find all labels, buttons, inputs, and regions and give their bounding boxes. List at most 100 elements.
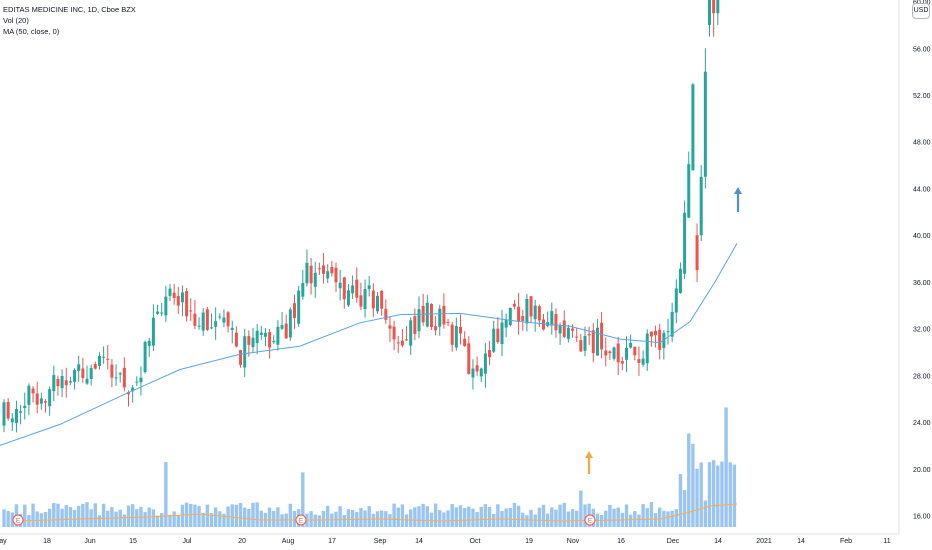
candle-body[interactable] — [27, 385, 31, 405]
volume-bar[interactable] — [238, 502, 243, 527]
volume-bar[interactable] — [143, 512, 147, 527]
volume-bar[interactable] — [126, 505, 131, 527]
volume-bar[interactable] — [172, 511, 176, 527]
candle-body[interactable] — [73, 369, 77, 382]
volume-bar[interactable] — [292, 510, 297, 527]
candle-body[interactable] — [48, 389, 52, 407]
candle-body[interactable] — [81, 368, 85, 378]
candle-body[interactable] — [19, 411, 23, 413]
candle-body[interactable] — [604, 350, 608, 356]
volume-bar[interactable] — [433, 503, 438, 527]
volume-bar[interactable] — [101, 503, 106, 527]
volume-bar[interactable] — [504, 508, 508, 527]
volume-bar[interactable] — [537, 507, 542, 527]
volume-bar[interactable] — [425, 506, 429, 527]
candle-body[interactable] — [201, 312, 205, 331]
volume-bar[interactable] — [209, 513, 214, 527]
volume-bar[interactable] — [645, 508, 649, 527]
candle-body[interactable] — [251, 337, 255, 348]
candle-body[interactable] — [114, 377, 118, 379]
candle-body[interactable] — [488, 349, 492, 358]
candle-body[interactable] — [10, 418, 14, 423]
volume-bar[interactable] — [687, 433, 691, 527]
candle-body[interactable] — [23, 405, 27, 409]
volume-bar[interactable] — [512, 502, 517, 527]
volume-bar[interactable] — [205, 504, 210, 527]
volume-bar[interactable] — [458, 505, 463, 527]
candle-body[interactable] — [172, 292, 176, 298]
candle-body[interactable] — [475, 365, 479, 372]
candle-body[interactable] — [708, 0, 711, 25]
candle-body[interactable] — [529, 296, 533, 317]
candle-body[interactable] — [222, 317, 226, 323]
candle-body[interactable] — [417, 309, 421, 332]
candle-body[interactable] — [147, 340, 151, 346]
candle-body[interactable] — [695, 235, 699, 271]
volume-bar[interactable] — [371, 513, 376, 527]
volume-bar[interactable] — [247, 509, 251, 527]
volume-bar[interactable] — [525, 515, 529, 527]
candle-body[interactable] — [384, 308, 388, 320]
candle-body[interactable] — [135, 381, 139, 383]
volume-bar[interactable] — [89, 509, 93, 527]
volume-bar[interactable] — [213, 507, 218, 527]
candle-body[interactable] — [97, 355, 101, 366]
volume-bar[interactable] — [604, 510, 608, 527]
candle-body[interactable] — [346, 290, 350, 306]
volume-bar[interactable] — [541, 504, 546, 527]
volume-bar[interactable] — [641, 504, 645, 527]
candle-body[interactable] — [654, 330, 658, 336]
volume-bar[interactable] — [396, 507, 400, 527]
candle-body[interactable] — [342, 277, 346, 300]
volume-bar[interactable] — [321, 510, 326, 527]
candle-body[interactable] — [504, 319, 508, 328]
candle-body[interactable] — [122, 367, 126, 388]
volume-bar[interactable] — [404, 514, 409, 527]
candle-body[interactable] — [612, 347, 616, 359]
candle-body[interactable] — [429, 303, 433, 328]
candle-body[interactable] — [587, 334, 591, 336]
candle-body[interactable] — [492, 328, 496, 352]
candle-body[interactable] — [334, 267, 338, 283]
candle-body[interactable] — [106, 358, 110, 360]
candle-body[interactable] — [160, 312, 164, 314]
volume-bar[interactable] — [658, 507, 662, 527]
volume-bar[interactable] — [309, 511, 313, 527]
candle-body[interactable] — [68, 381, 72, 383]
volume-bar[interactable] — [533, 514, 537, 527]
volume-bar[interactable] — [367, 506, 371, 527]
volume-bar[interactable] — [155, 515, 160, 527]
volume-bar[interactable] — [10, 512, 14, 527]
candle-body[interactable] — [625, 347, 628, 360]
candle-body[interactable] — [533, 305, 537, 320]
volume-bar[interactable] — [508, 507, 512, 527]
volume-bar[interactable] — [662, 510, 666, 527]
volume-bar[interactable] — [35, 511, 39, 527]
volume-bar[interactable] — [31, 503, 35, 527]
volume-bar[interactable] — [251, 502, 255, 527]
candle-body[interactable] — [6, 402, 10, 419]
candle-body[interactable] — [280, 325, 284, 329]
earnings-marker[interactable] — [584, 514, 596, 526]
candle-body[interactable] — [446, 322, 450, 324]
candle-body[interactable] — [309, 265, 313, 284]
candle-body[interactable] — [425, 302, 429, 327]
candle-body[interactable] — [214, 321, 218, 327]
volume-bar[interactable] — [417, 506, 421, 527]
candle-body[interactable] — [583, 335, 587, 351]
volume-bar[interactable] — [720, 461, 724, 527]
volume-bar[interactable] — [259, 510, 263, 527]
volume-bar[interactable] — [583, 504, 587, 527]
candle-body[interactable] — [143, 341, 147, 373]
candle-body[interactable] — [666, 331, 670, 333]
candle-body[interactable] — [139, 377, 143, 383]
volume-bar[interactable] — [529, 509, 533, 527]
candle-body[interactable] — [164, 296, 168, 316]
volume-bar[interactable] — [97, 515, 102, 527]
candle-body[interactable] — [110, 364, 114, 378]
volume-bar[interactable] — [288, 503, 293, 527]
candle-body[interactable] — [263, 332, 267, 337]
candle-body[interactable] — [180, 292, 184, 303]
candle-body[interactable] — [463, 338, 467, 346]
volume-bar[interactable] — [674, 509, 678, 527]
